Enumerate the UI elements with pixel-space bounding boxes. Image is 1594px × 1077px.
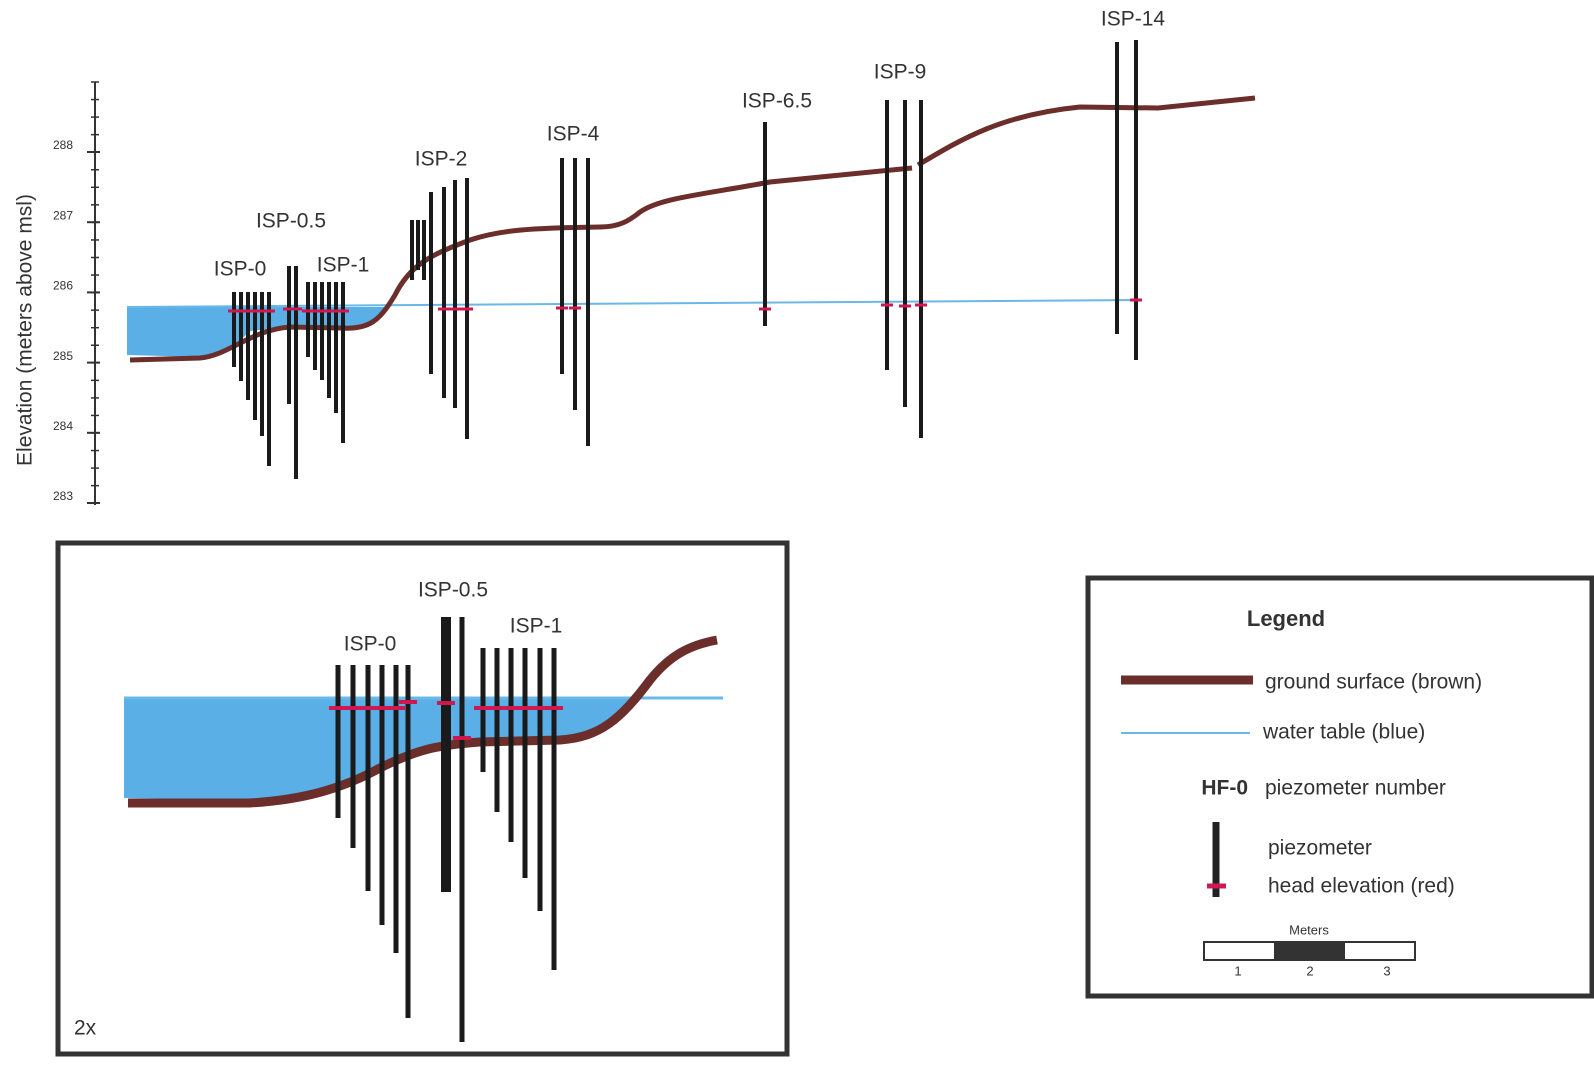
scale-tick: 1 [1234, 963, 1241, 978]
profile-labels: ISP-0 ISP-0.5 ISP-1 ISP-2 ISP-4 ISP-6.5 ISP-9 I… [214, 8, 1166, 281]
inset-piezometers [329, 617, 563, 1042]
piezometer-label: ISP-0.5 [418, 579, 488, 602]
legend-sample-number: HF-0 [1201, 777, 1248, 800]
legend-ground: ground surface (brown) [1265, 671, 1482, 694]
piezometer-label: ISP-0.5 [256, 210, 326, 233]
tick-label: 285 [53, 349, 73, 363]
piezometer-label: ISP-4 [547, 123, 600, 146]
scale-tick: 2 [1306, 963, 1313, 978]
inset-labels: ISP-0 ISP-0.5 ISP-1 [344, 579, 563, 656]
legend-number: piezometer number [1265, 777, 1446, 800]
piezometer-label: ISP-2 [415, 148, 468, 171]
water-table [127, 300, 1140, 307]
legend-title: Legend [1247, 606, 1325, 631]
axis-label: Elevation (meters above msl) [14, 194, 37, 466]
tick-label: 284 [53, 419, 73, 433]
legend-water: water table (blue) [1262, 721, 1425, 744]
inset-scale: 2x [74, 1017, 97, 1040]
tick-label: 287 [53, 208, 73, 222]
piezometer-label: ISP-0 [214, 258, 267, 281]
scale-tick: 3 [1383, 963, 1390, 978]
scale-bar-fill [1274, 942, 1345, 960]
page: {"axis": {"label": "Elevation (meters ab… [0, 0, 1594, 1077]
scale-title: Meters [1289, 922, 1329, 937]
piezometer-label: ISP-6.5 [742, 90, 812, 113]
legend-piezometer: piezometer [1268, 837, 1372, 860]
piezometer-label: ISP-9 [874, 61, 927, 84]
piezometer-label: ISP-1 [317, 254, 370, 277]
tick-label: 288 [53, 138, 73, 152]
piezometer-label: ISP-0 [344, 633, 397, 656]
tick-label: 286 [53, 279, 73, 293]
axis: 288 287 286 285 284 283 [53, 82, 100, 503]
diagram: 288 287 286 285 284 283 Elevation (meters abo… [0, 0, 1594, 1077]
piezometer-label: ISP-14 [1101, 8, 1166, 31]
piezometer-label: ISP-1 [510, 615, 563, 638]
legend-head: head elevation (red) [1268, 875, 1455, 898]
tick-label: 283 [53, 489, 73, 503]
